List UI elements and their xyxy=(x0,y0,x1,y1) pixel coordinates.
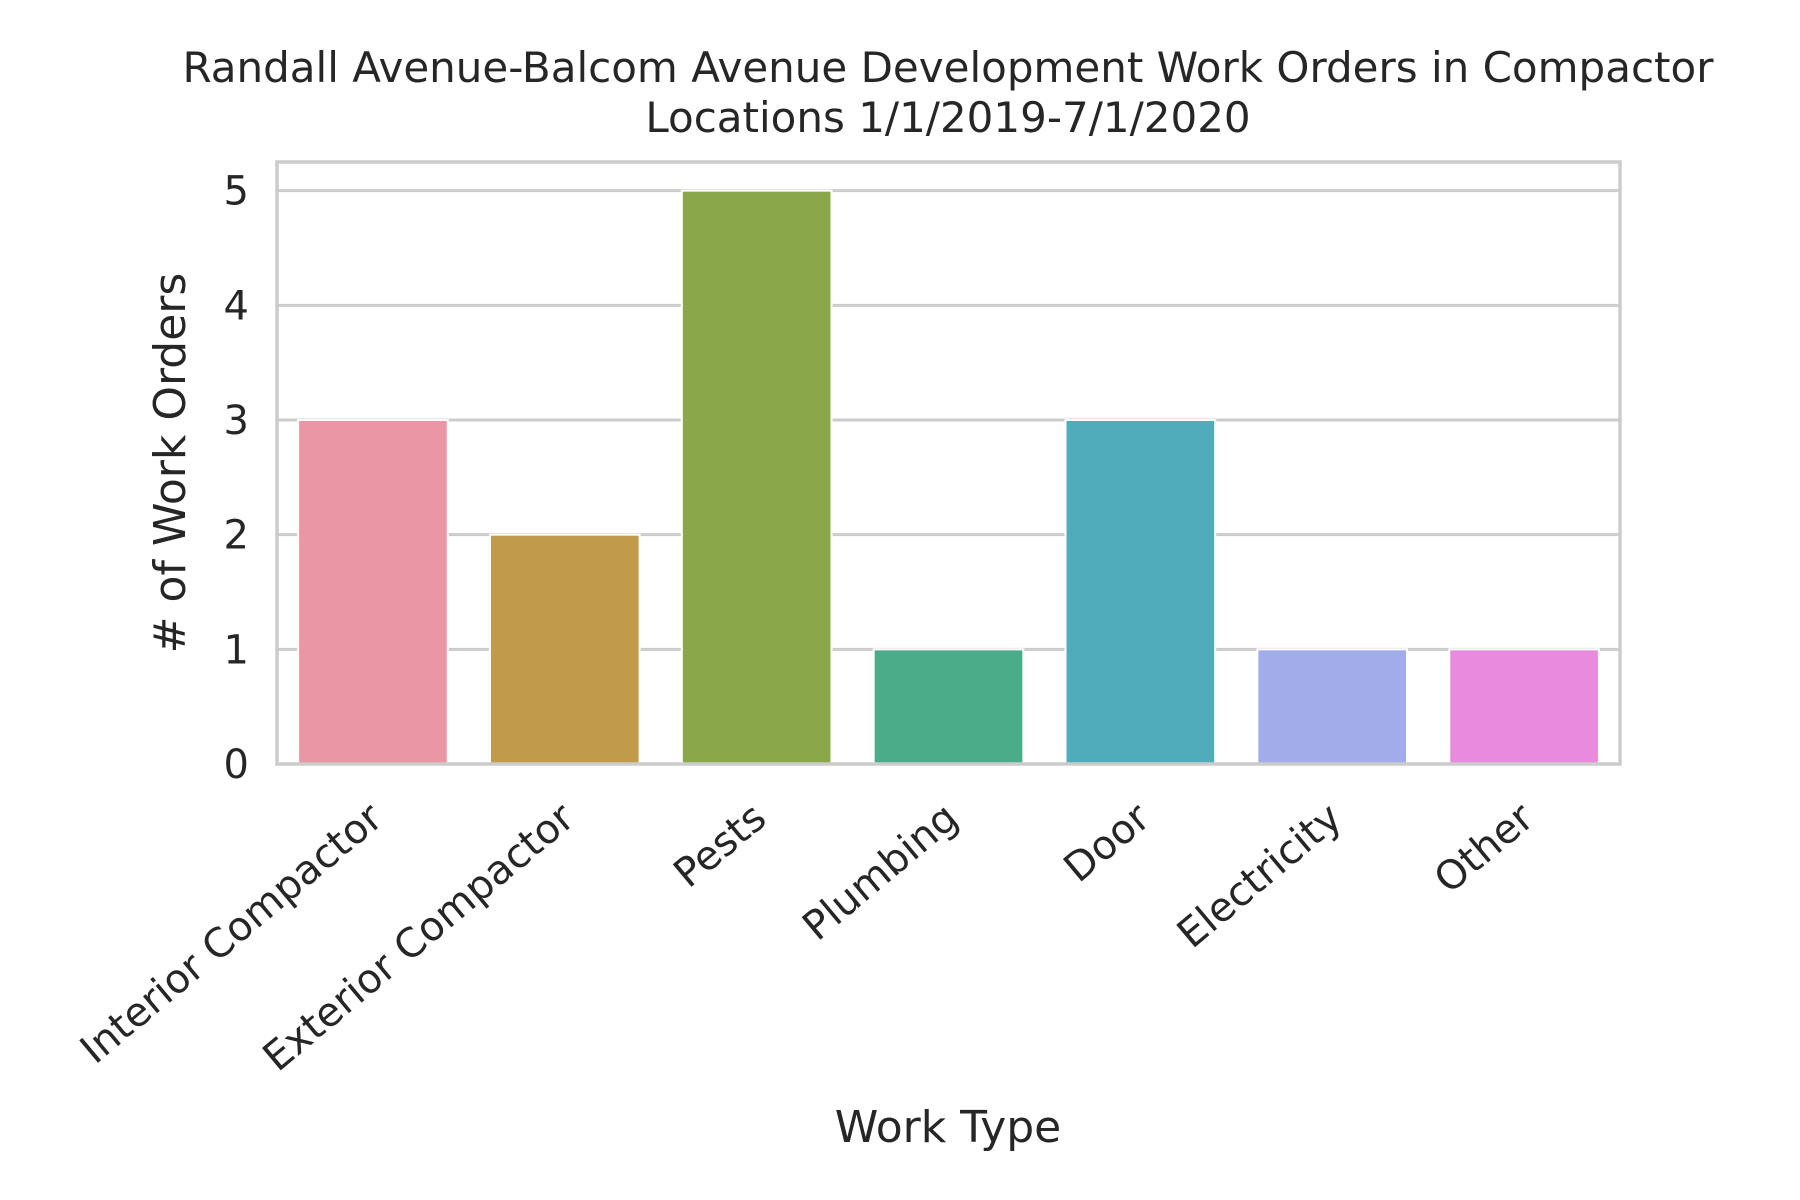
x-tick-label: Interior Compactor xyxy=(72,794,392,1073)
bar xyxy=(1448,648,1600,765)
y-axis-label: # of Work Orders xyxy=(145,273,196,654)
x-tick-label: Exterior Compactor xyxy=(255,794,584,1080)
y-tick-label: 1 xyxy=(224,627,249,673)
y-tick-labels: 0 1 2 3 4 5 xyxy=(224,169,249,788)
y-tick-label: 0 xyxy=(224,742,249,788)
x-tick-label: Plumbing xyxy=(794,794,967,949)
x-tick-label: Other xyxy=(1426,794,1543,903)
chart-title-line-2: Locations 1/1/2019-7/1/2020 xyxy=(645,93,1250,142)
x-tick-label: Pests xyxy=(665,794,775,897)
x-axis-label: Work Type xyxy=(835,1102,1061,1153)
bars xyxy=(297,189,1600,766)
bar xyxy=(1256,648,1409,765)
y-tick-label: 2 xyxy=(224,513,249,559)
x-tick-label: Electricity xyxy=(1169,794,1351,957)
plot-frame xyxy=(275,160,1622,766)
bar xyxy=(1064,419,1217,765)
x-tick-label: Door xyxy=(1056,794,1160,891)
chart-title-line-1: Randall Avenue-Balcom Avenue Development… xyxy=(183,43,1715,92)
gridlines xyxy=(277,189,1620,651)
bar xyxy=(680,189,833,765)
y-tick-label: 5 xyxy=(224,169,249,215)
y-tick-label: 3 xyxy=(224,398,249,444)
bar xyxy=(297,419,449,765)
bar xyxy=(872,648,1025,765)
bar xyxy=(488,533,641,766)
y-tick-label: 4 xyxy=(224,283,249,329)
